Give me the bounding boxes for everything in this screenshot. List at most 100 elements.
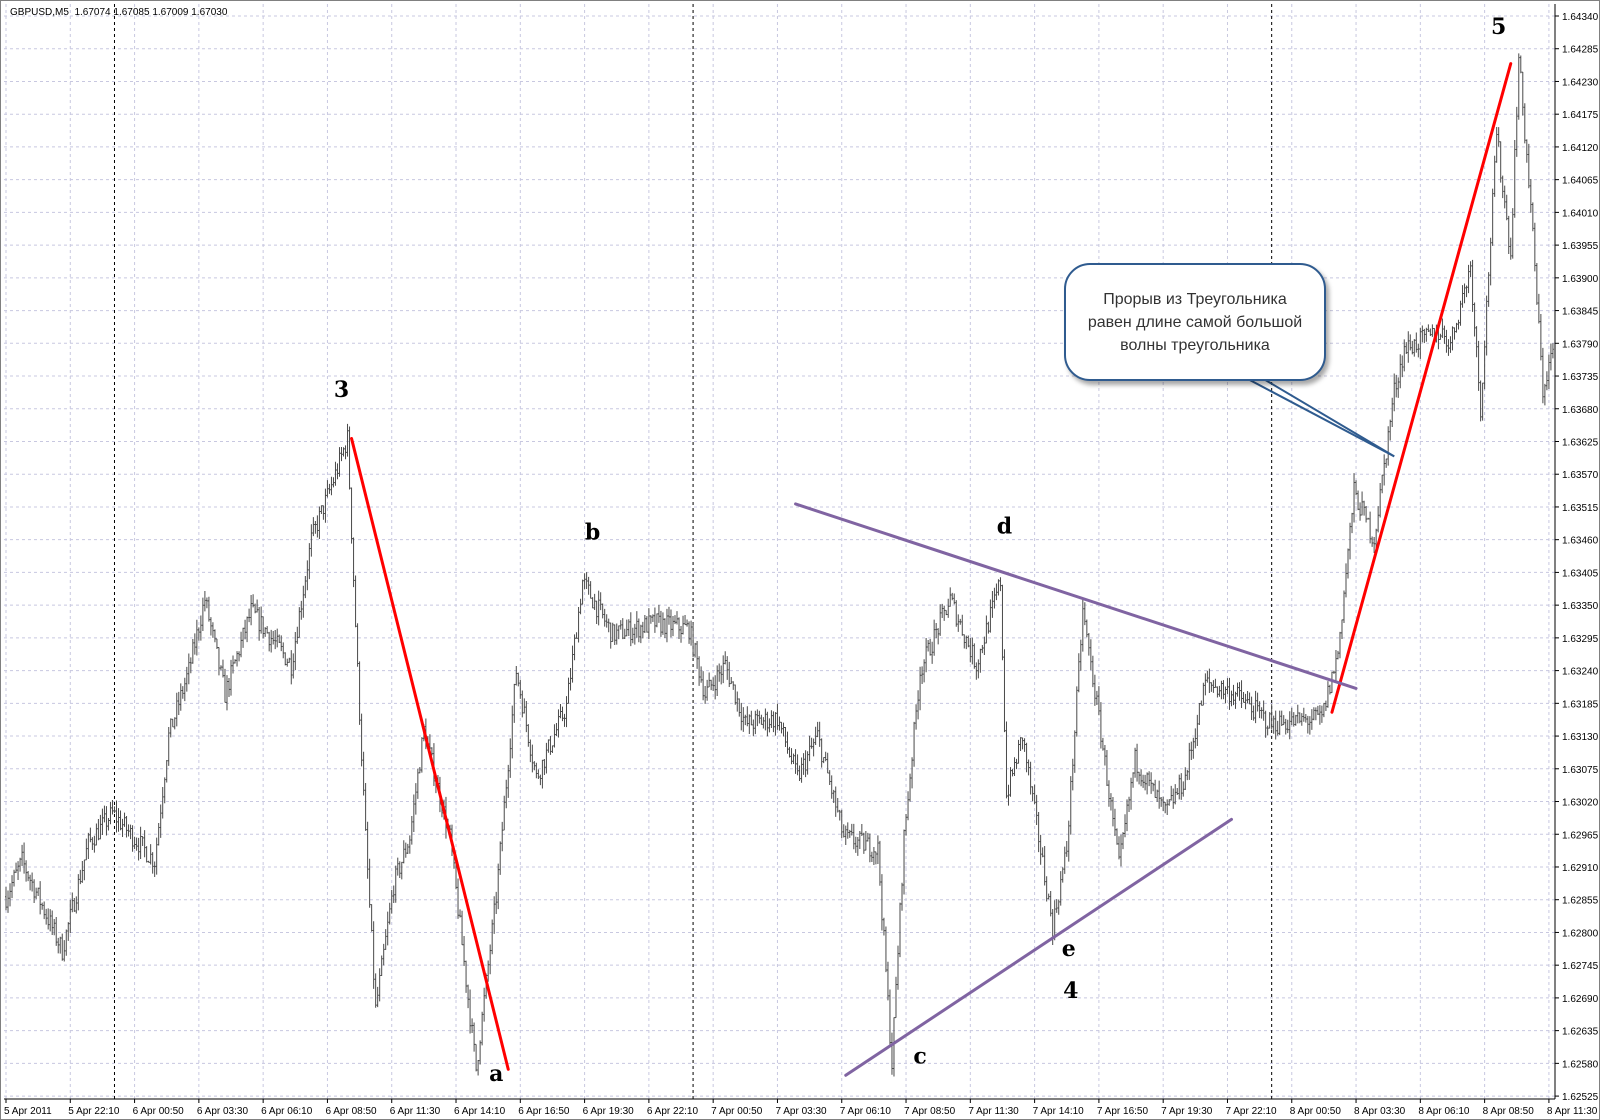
ohlc-bar [1278,710,1281,736]
ohlc-bar [627,619,630,637]
ohlc-bar [736,691,739,712]
ohlc-bar [756,709,759,727]
time-tick-label: 7 Apr 19:30 [1161,1106,1213,1117]
ohlc-bar [1543,383,1546,406]
ohlc-bar [475,1043,478,1072]
ohlc-bar [1467,264,1470,294]
ohlc-bar [286,658,289,667]
ohlc-bar [1457,319,1460,330]
ohlc-bar [1345,563,1347,598]
ohlc-bar [575,632,578,639]
ohlc-bar [1477,340,1480,391]
ohlc-bar [1411,340,1414,355]
ohlc-bar [469,989,472,1034]
ohlc-bar [1254,690,1257,724]
ohlc-bar [1493,155,1496,197]
wave-label: 5 [1491,14,1506,40]
ohlc-bar [1184,767,1187,791]
ohlc-quote: 1.67074 1.67085 1.67009 1.67030 [74,7,228,18]
ohlc-bar [1059,871,1062,906]
ohlc-bar [667,606,670,625]
ohlc-bar [684,615,687,626]
ohlc-bar [87,832,90,859]
ohlc-bar [933,619,936,656]
ohlc-bar [1003,649,1006,733]
ohlc-bar [143,830,146,858]
ohlc-bar [23,842,26,874]
ohlc-bar [864,831,867,851]
ohlc-bar [1399,354,1402,389]
ohlc-bar [523,698,526,714]
ohlc-bar [368,858,371,908]
ohlc-bar [625,619,628,637]
ohlc-bar [1170,785,1173,801]
ohlc-bar [314,520,317,534]
ohlc-bar [384,929,387,950]
ohlc-bar [1119,834,1122,867]
callout-pointer [1261,377,1395,458]
ohlc-bar [1347,548,1350,579]
ohlc-bar [1276,720,1279,736]
time-tick-label: 6 Apr 06:10 [261,1106,313,1117]
ohlc-bar [1216,686,1219,698]
ohlc-bar [1091,655,1094,688]
ohlc-bar [1336,650,1339,660]
ohlc-bar [587,576,590,595]
ohlc-bar [860,824,863,837]
ohlc-bar [499,841,502,875]
ohlc-bar [965,635,968,650]
price-tick-label: 1.62525 [1562,1092,1599,1103]
ohlc-bar [852,823,855,850]
trendlines[interactable] [350,62,1513,1077]
ohlc-bar [1262,700,1265,721]
ohlc-bar [812,738,815,757]
ohlc-bar [167,727,170,766]
ohlc-bar [663,618,666,638]
ohlc-bar [1234,691,1237,709]
ohlc-bar [1443,325,1446,344]
ohlc-bar [591,597,594,609]
price-tick-label: 1.63955 [1562,241,1599,252]
ohlc-bar [708,672,711,688]
ohlc-bar [1242,691,1245,703]
ohlc-bar [240,631,243,658]
ohlc-bar [862,832,865,854]
ohlc-bar [1270,704,1273,730]
ohlc-bar [1541,347,1544,404]
ohlc-bar [1308,716,1311,735]
ohlc-bar [963,634,966,649]
price-tick-label: 1.64065 [1562,176,1599,187]
ohlc-bar [1497,127,1500,147]
price-tick-label: 1.62855 [1562,896,1599,907]
ohlc-bar [1286,719,1289,734]
ohlc-bar [487,960,490,982]
price-tick-label: 1.62800 [1562,928,1599,939]
ohlc-bar [1523,103,1526,144]
ohlc-bar [1545,371,1548,391]
ohlc-bar [617,625,620,640]
ohlc-bar [529,739,532,763]
ohlc-bar [1075,686,1078,737]
ohlc-bar [1401,355,1404,378]
time-tick-label: 6 Apr 16:50 [518,1106,570,1117]
ohlc-bar [876,835,879,864]
ohlc-bar [300,600,303,620]
ohlc-bar [497,863,500,910]
ohlc-bar [882,917,885,936]
ohlc-bar [43,901,46,920]
ohlc-bar [838,809,841,821]
ohlc-bar [599,592,602,611]
wave-label: c [913,1043,926,1069]
ohlc-bar [1357,490,1360,511]
ohlc-bar [370,904,373,932]
ohlc-bar [788,746,791,758]
ohlc-bar [1481,382,1484,421]
ohlc-bar [1445,329,1448,353]
ohlc-bar [19,857,22,872]
ohlc-bar [659,610,662,637]
triangle-trendline [844,817,1233,1077]
ohlc-bar [65,929,68,956]
ohlc-bar [1302,707,1305,722]
ohlc-bar [1515,106,1518,157]
